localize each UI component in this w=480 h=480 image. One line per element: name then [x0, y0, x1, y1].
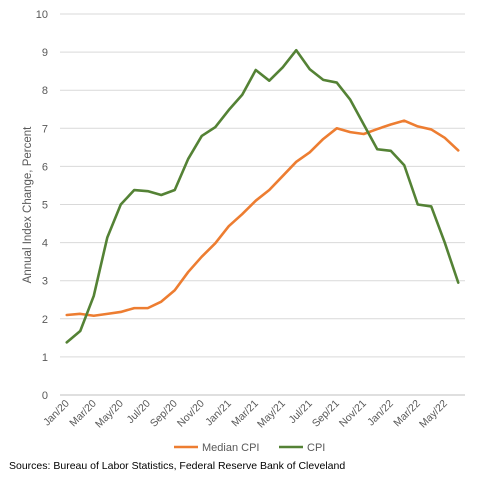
y-tick-label: 8: [42, 85, 48, 97]
legend-label-cpi: CPI: [307, 442, 325, 454]
y-tick-label: 6: [42, 161, 48, 173]
y-tick-label: 1: [42, 352, 48, 364]
legend: Median CPI CPI: [174, 442, 325, 454]
series-line-median-cpi: [65, 119, 460, 318]
source-note: Sources: Bureau of Labor Statistics, Fed…: [9, 460, 346, 472]
x-tick-label: Sep/21: [310, 398, 342, 430]
x-tick-label: Nov/20: [175, 398, 207, 430]
y-tick-label: 2: [42, 314, 48, 326]
series-lines: [65, 48, 460, 344]
x-tick-label: May/22: [417, 398, 450, 431]
x-tick-label: Sep/20: [148, 398, 180, 430]
x-tick-label: May/20: [93, 398, 126, 431]
x-tick-label: Jan/21: [203, 398, 234, 429]
y-tick-label: 0: [42, 390, 48, 402]
x-tick-label: Nov/21: [337, 398, 369, 430]
x-tick-label: May/21: [255, 398, 288, 431]
x-tick-label: Jan/20: [41, 398, 72, 429]
y-tick-labels: 0 1 2 3 4 5 6 7 8 9 10: [36, 9, 48, 402]
line-chart: 0 1 2 3 4 5 6 7 8 9 10 Jan/20Mar/20May/20Jul/20Sep…: [22, 9, 465, 454]
x-tick-label: Jan/22: [365, 398, 396, 429]
y-tick-label: 5: [42, 200, 48, 212]
gridlines: [60, 13, 465, 396]
y-tick-label: 9: [42, 47, 48, 59]
y-tick-label: 10: [36, 9, 48, 21]
y-axis-title: Annual Index Change, Percent: [22, 126, 34, 283]
y-tick-label: 3: [42, 276, 48, 288]
legend-label-median-cpi: Median CPI: [202, 442, 259, 454]
y-tick-label: 7: [42, 123, 48, 135]
series-line-cpi: [65, 48, 460, 344]
x-tick-labels: Jan/20Mar/20May/20Jul/20Sep/20Nov/20Jan/…: [41, 398, 450, 431]
y-tick-label: 4: [42, 238, 48, 250]
